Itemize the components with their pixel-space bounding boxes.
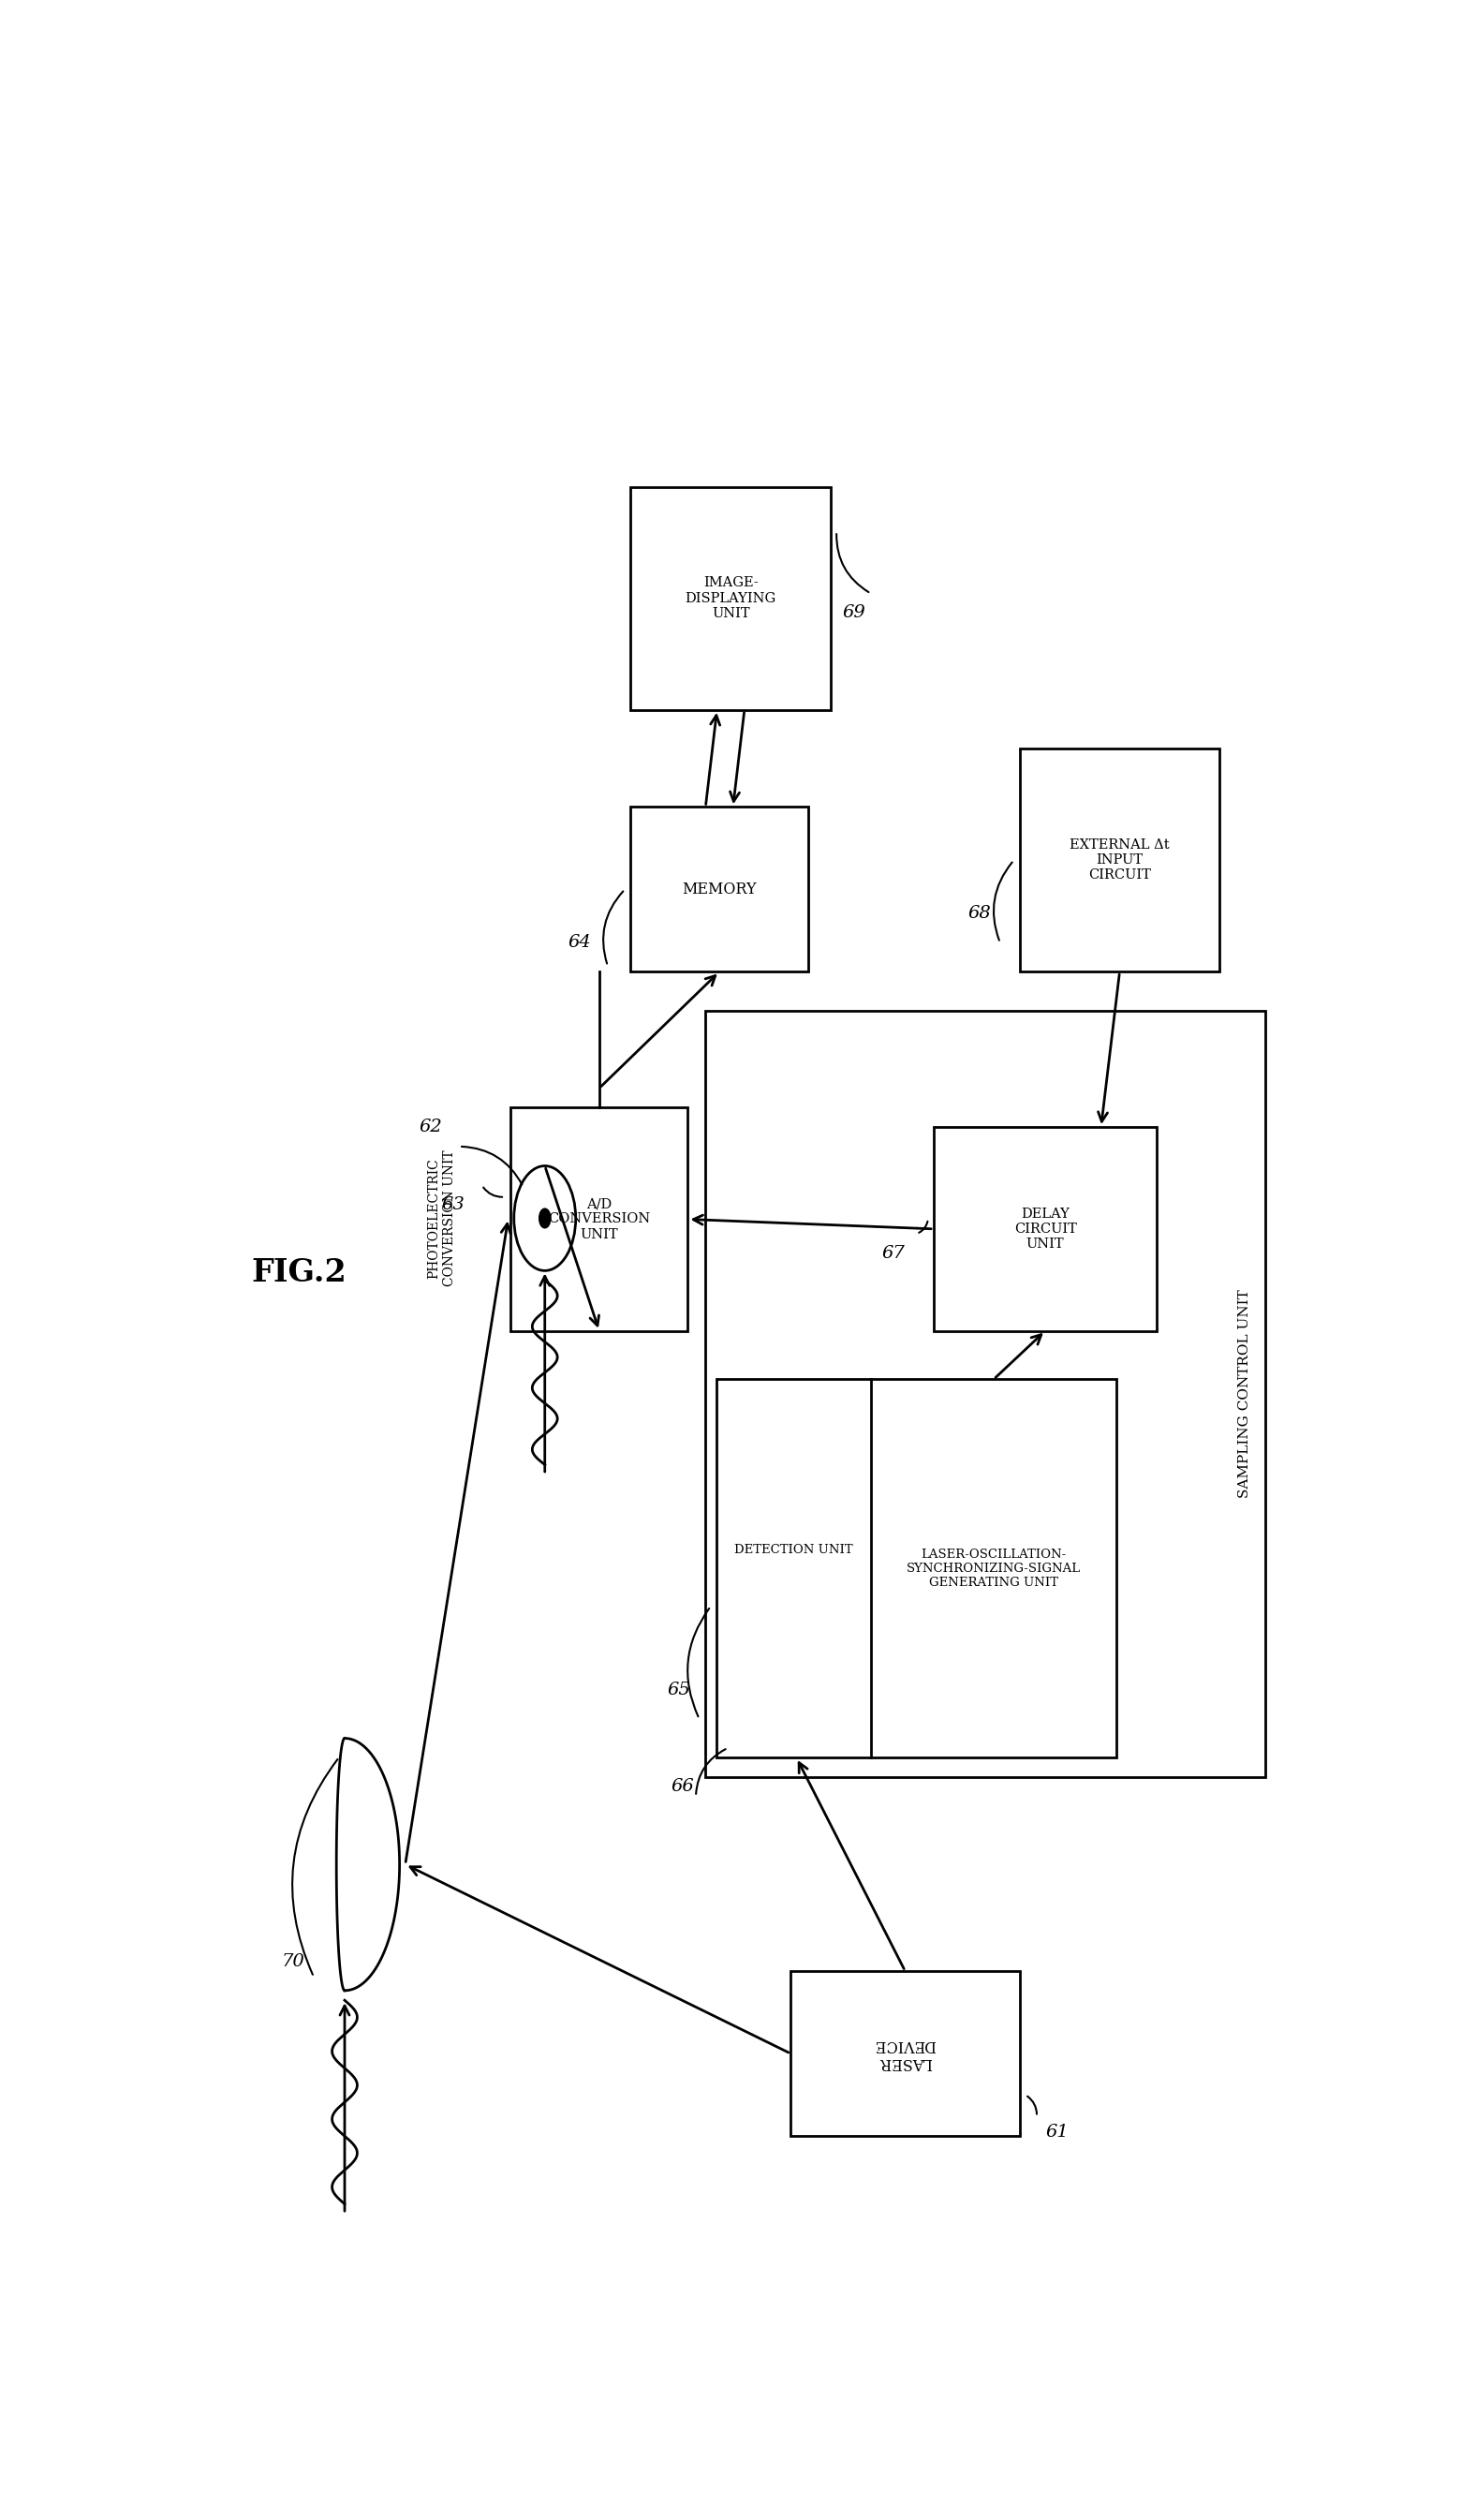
Bar: [1020, 748, 1219, 973]
Text: LASER
DEVICE: LASER DEVICE: [874, 2036, 936, 2071]
Bar: [511, 1109, 688, 1331]
Text: 68: 68: [968, 905, 990, 922]
Bar: [706, 1011, 1265, 1777]
Bar: [791, 1971, 1020, 2137]
Text: MEMORY: MEMORY: [682, 882, 757, 897]
Text: DETECTION UNIT: DETECTION UNIT: [734, 1545, 853, 1555]
Text: EXTERNAL Δt
INPUT
CIRCUIT: EXTERNAL Δt INPUT CIRCUIT: [1070, 839, 1169, 882]
Bar: [630, 806, 807, 973]
Text: 70: 70: [282, 1953, 304, 1971]
Text: 69: 69: [843, 605, 865, 622]
Text: 65: 65: [667, 1681, 691, 1698]
Bar: [630, 486, 831, 711]
Text: 62: 62: [419, 1119, 441, 1137]
Text: 63: 63: [441, 1197, 465, 1212]
Bar: [716, 1378, 1117, 1759]
Text: 64: 64: [568, 935, 590, 950]
Text: 61: 61: [1045, 2124, 1069, 2139]
Bar: [934, 1126, 1157, 1331]
Text: PHOTOELECTRIC
CONVERSION UNIT: PHOTOELECTRIC CONVERSION UNIT: [428, 1149, 456, 1288]
Text: SAMPLING CONTROL UNIT: SAMPLING CONTROL UNIT: [1238, 1290, 1252, 1499]
Text: 66: 66: [670, 1779, 694, 1794]
Text: 67: 67: [883, 1245, 905, 1263]
Text: A/D
CONVERSION
UNIT: A/D CONVERSION UNIT: [548, 1197, 651, 1240]
Text: LASER-OSCILLATION-
SYNCHRONIZING-SIGNAL
GENERATING UNIT: LASER-OSCILLATION- SYNCHRONIZING-SIGNAL …: [906, 1547, 1080, 1588]
Circle shape: [539, 1210, 551, 1227]
Text: FIG.2: FIG.2: [251, 1257, 347, 1288]
Text: DELAY
CIRCUIT
UNIT: DELAY CIRCUIT UNIT: [1014, 1207, 1076, 1250]
Text: IMAGE-
DISPLAYING
UNIT: IMAGE- DISPLAYING UNIT: [685, 577, 776, 620]
